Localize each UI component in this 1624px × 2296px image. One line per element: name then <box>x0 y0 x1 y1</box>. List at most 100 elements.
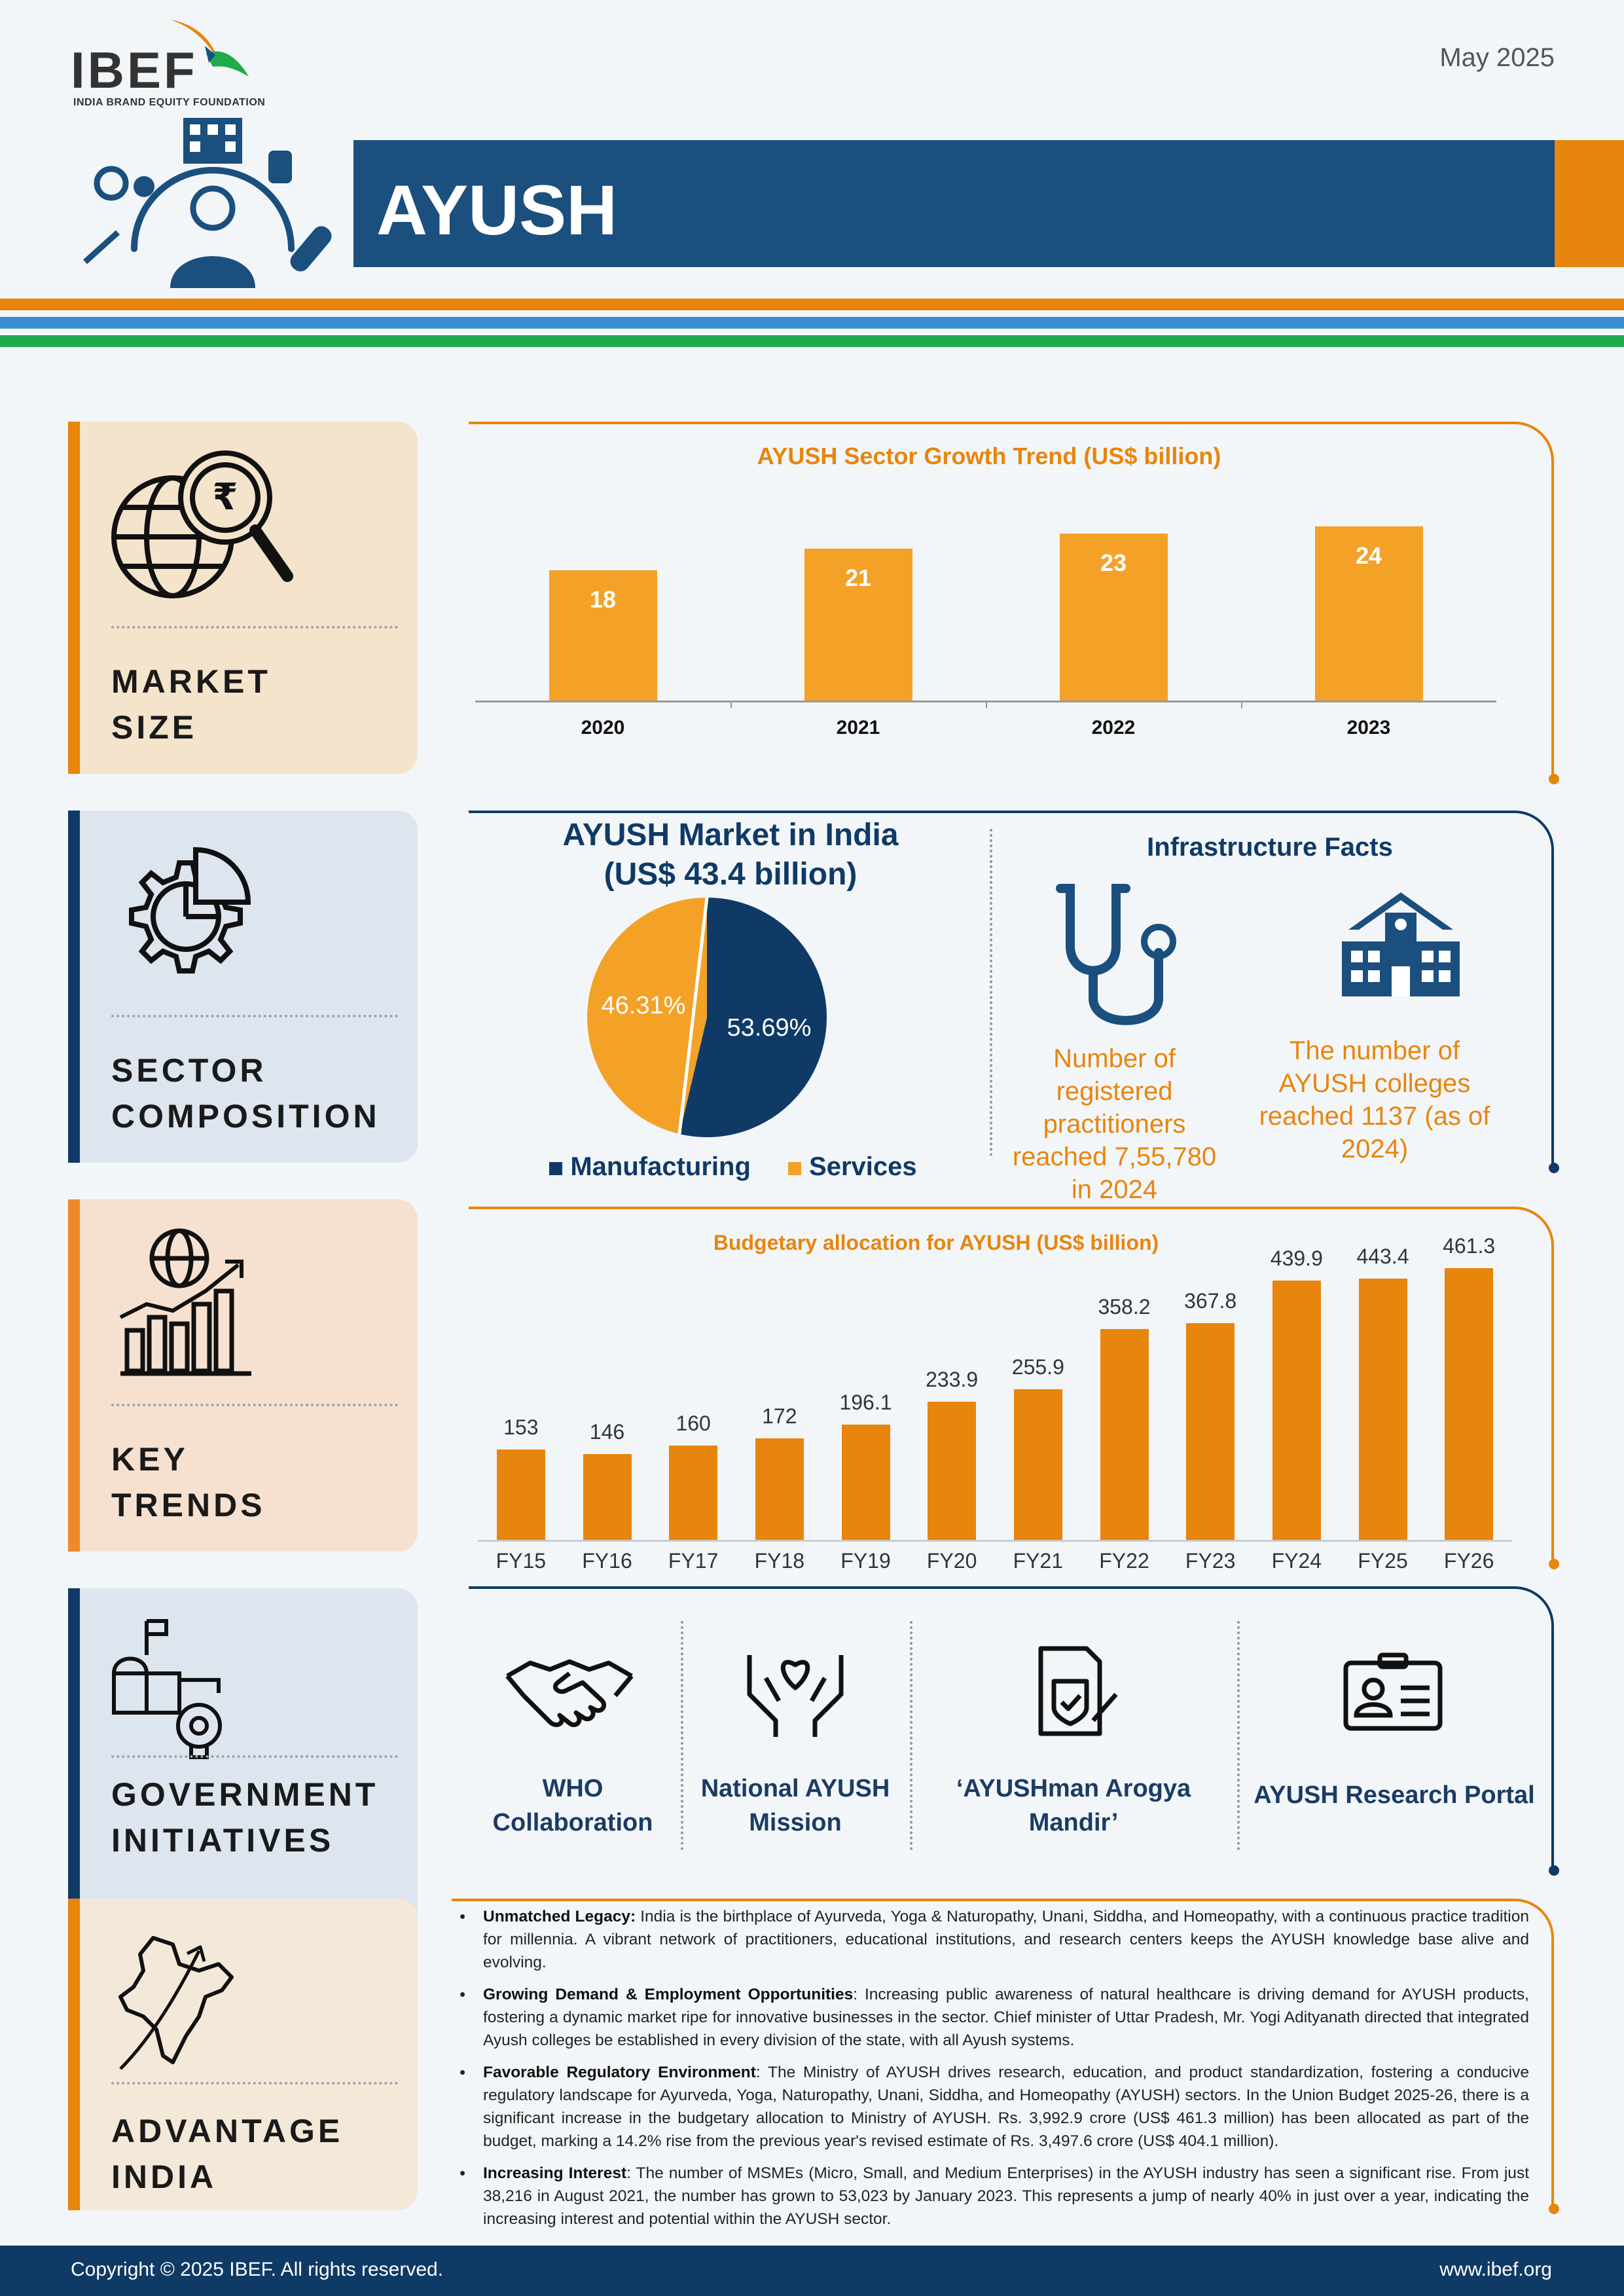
healthcare-doctor-icon <box>82 118 332 288</box>
growth-bar-2022: 23 <box>1059 534 1168 701</box>
pie-slice-services <box>587 898 707 1135</box>
page-title: AYUSH <box>376 170 618 249</box>
growth-bar-2023: 24 <box>1314 526 1423 701</box>
pie-legend: Manufacturing Services <box>530 1152 936 1182</box>
budget-value-label: 443.4 <box>1356 1244 1409 1268</box>
legend-manufacturing: Manufacturing <box>570 1152 751 1181</box>
initiative-who-collaboration: WHO Collaboration <box>492 1775 653 1836</box>
orange-stripe <box>0 299 1624 310</box>
budget-category-FY26: FY26 <box>1443 1549 1494 1573</box>
svg-text:₹: ₹ <box>213 476 238 519</box>
budget-bar-FY15 <box>496 1449 545 1540</box>
colleges-fact: The number of AYUSH colleges reached 113… <box>1259 1036 1490 1163</box>
gear-pie-icon <box>129 847 251 974</box>
axis-tick <box>1241 701 1242 708</box>
budget-bar-chart: 153 FY15 146 FY16 160 FY17 172 FY18 196.1 FY19 233… <box>478 1234 1525 1578</box>
initiative-divider-1 <box>681 1621 683 1850</box>
advantage-india-panel: ADVANTAGE INDIA <box>68 1899 418 2210</box>
blue-stripe <box>0 317 1624 329</box>
advantage-item: Increasing Interest: The number of MSMEs… <box>458 2162 1529 2231</box>
stethoscope-icon <box>1056 884 1176 1025</box>
legend-swatch-services <box>788 1162 802 1175</box>
budget-category-FY19: FY19 <box>840 1549 891 1573</box>
advantage-india-label: ADVANTAGE INDIA <box>111 2113 344 2195</box>
initiative-ayushman-arogya-mandir: ‘AYUSHman Arogya Mandir’ <box>956 1775 1191 1836</box>
budget-category-FY15: FY15 <box>496 1549 547 1573</box>
budget-value-label: 196.1 <box>839 1390 892 1414</box>
ibef-logo-subtext: INDIA BRAND EQUITY FOUNDATION <box>73 97 266 108</box>
footer-copyright: Copyright © 2025 IBEF. All rights reserv… <box>71 2259 444 2280</box>
government-initiatives-label: GOVERNMENT INITIATIVES <box>111 1776 379 1859</box>
id-card-icon <box>1343 1652 1443 1731</box>
legend-swatch-manufacturing <box>549 1162 563 1175</box>
budget-bar-FY24 <box>1272 1281 1321 1540</box>
pie-chart-title: AYUSH Market in India (US$ 43.4 billion) <box>562 818 899 892</box>
market-size-frame <box>469 422 1559 784</box>
advantages-list: Unmatched Legacy: India is the birthplac… <box>458 1905 1529 2240</box>
budget-value-label: 461.3 <box>1443 1233 1496 1258</box>
budget-value-label: 146 <box>589 1419 625 1444</box>
budget-bar-FY20 <box>928 1402 977 1540</box>
advantage-item: Growing Demand & Employment Opportunitie… <box>458 1983 1529 2052</box>
key-trends-panel: KEY TRENDS <box>68 1199 418 1552</box>
budget-chart-title: Budgetary allocation for AYUSH (US$ bill… <box>713 1231 1159 1254</box>
market-size-panel: ₹ MARKET SIZE <box>68 422 418 774</box>
growth-bar-chart: 18 2020 21 2021 23 2022 24 2023 <box>475 498 1496 740</box>
budget-value-label: 367.8 <box>1184 1288 1237 1313</box>
pie-slice-manufacturing <box>679 898 827 1137</box>
chart2-x-axis <box>478 1540 1512 1542</box>
bird-logo-icon <box>170 20 249 77</box>
hands-heart-icon <box>747 1655 844 1737</box>
pie-label-manufacturing: 53.69% <box>727 1014 812 1042</box>
government-initiatives-frame <box>469 1586 1559 1876</box>
growth-value-label: 21 <box>844 564 872 591</box>
budget-bar-FY23 <box>1186 1322 1235 1540</box>
growth-value-label: 24 <box>1355 542 1382 570</box>
budget-value-label: 255.9 <box>1011 1355 1064 1379</box>
green-stripe <box>0 335 1624 347</box>
budget-category-FY24: FY24 <box>1271 1549 1322 1573</box>
ibef-logo-text: IBEF <box>71 41 198 99</box>
footer-website[interactable]: www.ibef.org <box>1439 2259 1552 2280</box>
growth-category-2022: 2022 <box>1091 717 1136 738</box>
growth-value-label: 18 <box>589 585 617 613</box>
budget-category-FY20: FY20 <box>926 1549 977 1573</box>
government-initiatives-panel: GOVERNMENT INITIATIVES <box>68 1588 418 1941</box>
budget-value-label: 160 <box>676 1412 711 1435</box>
budget-bar-FY18 <box>755 1438 804 1540</box>
budget-bar-FY26 <box>1445 1267 1494 1540</box>
advantage-item: Unmatched Legacy: India is the birthplac… <box>458 1905 1529 1974</box>
growth-category-2021: 2021 <box>836 717 880 738</box>
advantage-india-frame <box>452 1899 1559 2214</box>
budget-value-label: 233.9 <box>926 1368 979 1392</box>
budget-bar-FY19 <box>841 1424 890 1540</box>
growth-bar-2021: 21 <box>804 548 912 701</box>
growth-value-label: 23 <box>1100 549 1127 577</box>
axis-tick <box>986 701 987 708</box>
government-building-bulb-icon <box>112 1619 222 1759</box>
axis-tick <box>731 701 732 708</box>
growth-chart-title: AYUSH Sector Growth Trend (US$ billion) <box>757 443 1221 469</box>
certificate-document-icon <box>1038 1646 1118 1736</box>
budget-category-FY16: FY16 <box>582 1549 632 1573</box>
budget-value-label: 439.9 <box>1270 1247 1323 1271</box>
budget-bar-FY21 <box>1013 1389 1062 1540</box>
infrastructure-title: Infrastructure Facts <box>1147 833 1393 862</box>
section-divider <box>990 829 992 1156</box>
market-size-label: MARKET SIZE <box>111 663 271 746</box>
budget-value-label: 172 <box>762 1404 797 1429</box>
budget-value-label: 358.2 <box>1098 1294 1151 1319</box>
initiative-ayush-research-portal: AYUSH Research Portal <box>1254 1781 1535 1809</box>
legend-services: Services <box>809 1152 917 1181</box>
title-bar <box>353 140 1555 267</box>
key-trends-frame <box>469 1207 1559 1569</box>
budget-category-FY21: FY21 <box>1013 1549 1064 1573</box>
sector-composition-frame <box>469 811 1559 1173</box>
budget-category-FY17: FY17 <box>668 1549 719 1573</box>
key-trends-label: KEY TRENDS <box>111 1441 266 1523</box>
market-pie-chart: 53.69% 46.31% <box>587 897 827 1137</box>
budget-bar-FY22 <box>1100 1328 1149 1540</box>
budget-category-FY22: FY22 <box>1099 1549 1149 1573</box>
pie-label-services: 46.31% <box>602 992 686 1019</box>
growth-bar-2020: 18 <box>549 570 657 701</box>
